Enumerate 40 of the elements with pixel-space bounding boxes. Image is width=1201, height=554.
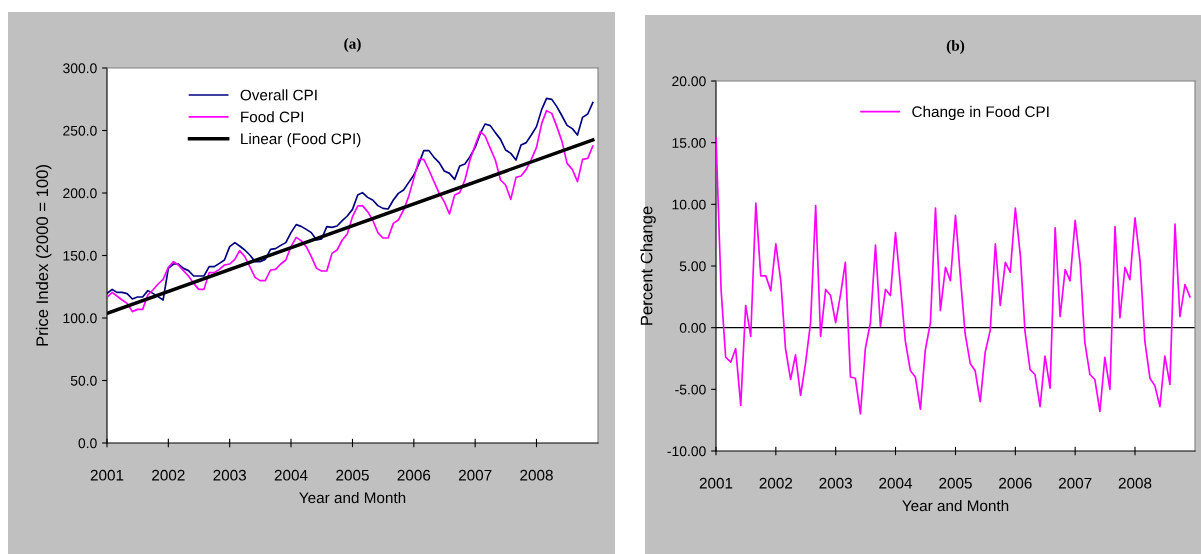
y-tick-label: 300.0 — [63, 63, 97, 74]
y-tick-label: -10.00 — [667, 446, 706, 457]
y-tick-label: 5.00 — [679, 261, 706, 272]
y-tick-label: 20.00 — [672, 76, 706, 87]
y-tick-label: -5.00 — [675, 384, 706, 395]
x-axis-title: Year and Month — [299, 491, 406, 504]
x-tick-label: 2004 — [274, 469, 308, 481]
x-tick-label: 2005 — [336, 469, 369, 481]
x-tick-label: 2006 — [397, 469, 431, 481]
x-tick-label: 2001 — [699, 477, 733, 489]
x-tick-label: 2003 — [213, 469, 246, 481]
y-tick-label: 150.0 — [63, 250, 97, 261]
x-axis-title: Year and Month — [902, 499, 1009, 512]
legend-label: Overall CPI — [240, 89, 317, 101]
x-tick-label: 2008 — [1118, 477, 1152, 489]
y-tick-label: 100.0 — [63, 313, 97, 324]
x-tick-label: 2006 — [999, 477, 1032, 489]
y-tick-label: 50.0 — [70, 375, 97, 386]
x-tick-label: 2001 — [90, 469, 124, 481]
x-tick-label: 2007 — [1058, 477, 1092, 489]
y-tick-label: 10.00 — [672, 199, 706, 210]
legend-label: Food CPI — [241, 111, 304, 123]
x-tick-label: 2003 — [819, 477, 852, 489]
y-tick-label: 200.0 — [63, 188, 97, 199]
x-tick-label: 2007 — [458, 469, 492, 481]
x-tick-label: 2002 — [759, 477, 793, 489]
x-tick-label: 2008 — [520, 469, 553, 481]
chart-title: (b) — [946, 40, 965, 54]
y-axis-title: Price Index (2000 = 100) — [35, 165, 52, 346]
chart-title: (a) — [344, 38, 361, 52]
x-tick-label: 2005 — [939, 477, 972, 489]
x-tick-label: 2002 — [152, 469, 185, 481]
x-tick-label: 2004 — [879, 477, 913, 489]
y-tick-label: 0.00 — [679, 323, 706, 333]
y-tick-label: 15.00 — [672, 138, 706, 148]
y-axis-title: Percent Change — [640, 206, 656, 325]
y-tick-label: 250.0 — [63, 125, 97, 136]
legend-label: Change in Food CPI — [912, 105, 1049, 121]
y-tick-label: 0.0 — [78, 438, 97, 449]
legend-label: Linear (Food CPI) — [241, 133, 361, 148]
